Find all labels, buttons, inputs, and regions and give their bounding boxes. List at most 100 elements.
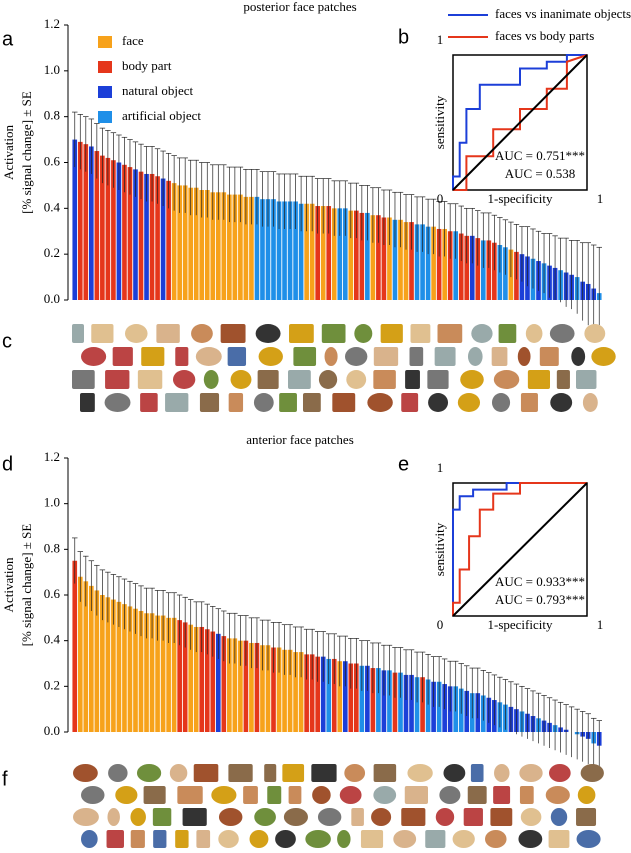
bar [138,610,144,732]
stimulus-thumbnail [491,347,508,366]
stimulus-thumbnail [591,347,616,366]
stimulus-thumbnail [351,808,364,826]
bar [83,581,89,732]
stimulus-thumbnail [576,830,601,848]
bar [414,224,420,300]
bar [337,208,343,300]
stimulus-thumbnail [401,393,419,412]
legend-label: faces vs body parts [495,28,594,43]
y-tick-label: 0.6 [44,586,61,601]
stimulus-thumbnail [275,830,296,848]
y-tick-label: 0.0 [44,291,60,306]
stimulus-thumbnail [393,830,417,848]
legend-label: artificial object [122,108,201,123]
bar [304,654,309,732]
bar [315,206,320,300]
stimulus-thumbnail [337,830,351,848]
bar [425,226,431,300]
stimulus-thumbnail [228,393,244,412]
stimulus-thumbnail [81,347,107,366]
bar [100,155,105,300]
bar [116,162,122,300]
bar [298,652,304,732]
bar [243,640,249,732]
bar [442,228,447,300]
stimulus-thumbnail [177,786,203,804]
bar [94,151,100,300]
stimulus-thumbnail [435,808,455,826]
y-tick-label: 0.6 [44,153,61,168]
bar [204,190,210,300]
y-tick-label: 0.0 [44,723,60,738]
auc-annotation: AUC = 0.793*** [495,592,585,607]
bar [89,585,94,732]
bar [376,668,381,732]
bar [298,203,304,300]
bar [116,601,122,732]
bar [188,187,194,300]
bar [72,139,78,300]
stimulus-thumbnail [228,764,253,782]
x-axis-label: 1-specificity [488,191,553,206]
stimulus-thumbnail [545,786,570,804]
panel-label: d [2,453,13,475]
bar [72,560,78,732]
bar [409,674,414,732]
stimulus-thumbnail [373,370,396,389]
bar [166,180,171,300]
bar [227,194,232,300]
stimulus-thumbnail [258,347,283,366]
bar [398,672,403,732]
stimulus-thumbnail [257,370,279,389]
stimulus-thumbnail [318,370,338,389]
bar [282,201,287,300]
bar [480,240,486,300]
bar [436,228,442,300]
bar [414,677,420,732]
stimulus-thumbnail [169,764,188,782]
stimulus-thumbnail [321,324,346,343]
bar [127,167,133,300]
bar [182,185,188,300]
bar [304,203,309,300]
stimulus-thumbnail [344,764,366,782]
stimulus-thumbnail [288,786,302,804]
x-axis-label: 1-specificity [488,617,553,632]
bar [182,622,188,732]
stimulus-thumbnail [218,830,239,848]
bar [326,658,332,732]
stimulus-thumbnail [218,808,243,826]
roc-curve [453,54,588,191]
bar [193,626,199,732]
bar [221,636,227,732]
stimulus-thumbnail [81,786,105,804]
stimulus-thumbnail [254,808,276,826]
roc-curve [452,54,588,191]
y-tick-label: 0.4 [44,199,61,214]
stimulus-thumbnail [494,764,510,782]
bar [232,638,238,732]
y-axis-label: [% signal change] ± SE [19,524,34,647]
stimulus-thumbnail [140,393,158,412]
panel-label: a [2,28,14,50]
bar [387,670,392,732]
bar [215,192,221,300]
stimulus-thumbnail [427,370,449,389]
stimulus-thumbnail [360,830,384,848]
bar [342,661,348,732]
stimulus-thumbnail [517,347,531,366]
bar [348,663,354,732]
stimulus-thumbnail [518,830,543,848]
stimulus-thumbnail [373,347,399,366]
stimulus-thumbnail [175,830,189,848]
stimulus-thumbnail [425,830,446,848]
bar [309,203,315,300]
stimulus-thumbnail [196,830,211,848]
y-tick-label: 0.2 [44,677,60,692]
stimulus-thumbnail [311,764,337,782]
bar [315,656,320,732]
stimulus-thumbnail [112,347,133,366]
bar [453,231,459,300]
bar [420,224,425,300]
bar [232,194,238,300]
